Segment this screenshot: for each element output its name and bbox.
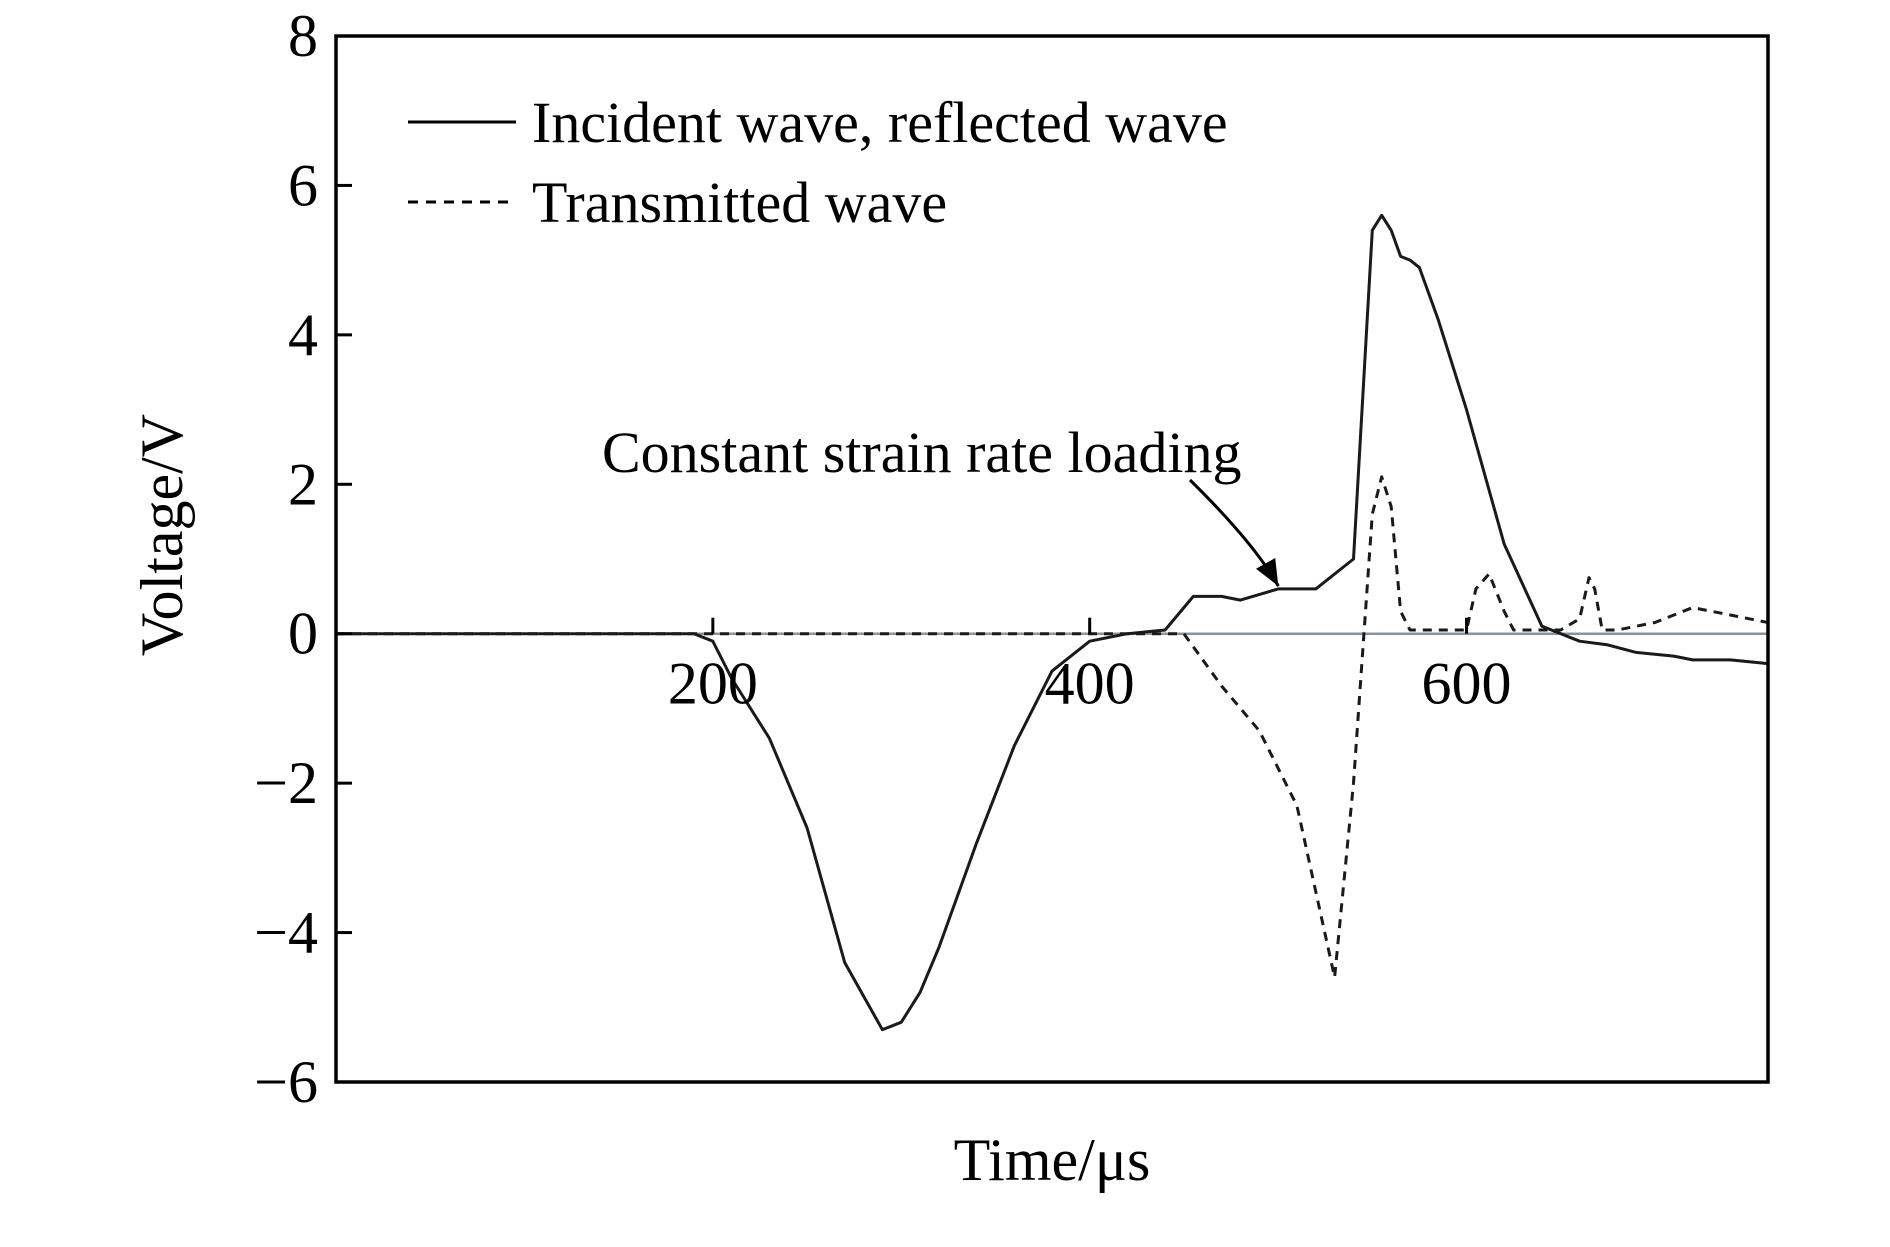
x-tick-label: 400 — [1045, 651, 1135, 717]
x-axis-label: Time/μs — [954, 1127, 1151, 1193]
y-tick-label: −2 — [254, 750, 318, 816]
y-tick-label: 8 — [288, 3, 318, 69]
annotation: Constant strain rate loading — [602, 420, 1280, 587]
series-line-transmitted — [336, 475, 1769, 979]
x-tick-label: 200 — [668, 651, 758, 717]
y-tick-label: −6 — [254, 1049, 318, 1115]
y-tick-label: 4 — [288, 302, 318, 368]
x-tick-label: 600 — [1422, 651, 1512, 717]
plot-frame — [334, 34, 1770, 1084]
series-layer — [336, 213, 1769, 1032]
annotation-arrowhead — [1256, 558, 1279, 587]
y-tick-label: 0 — [288, 601, 318, 667]
legend: Incident wave, reflected wave Transmitte… — [408, 90, 1228, 235]
y-axis-label: Voltage/V — [129, 414, 195, 656]
ticks-layer: −6 −4 −2 0 2 4 6 8 200 400 600 — [254, 3, 1511, 1115]
legend-label-incident-reflected: Incident wave, reflected wave — [532, 90, 1228, 155]
y-tick-label: 6 — [288, 152, 318, 218]
y-tick-label: −4 — [254, 900, 318, 966]
series-line-incident-reflected — [336, 213, 1769, 1032]
legend-label-transmitted: Transmitted wave — [532, 170, 947, 235]
y-tick-label: 2 — [288, 451, 318, 517]
annotation-text: Constant strain rate loading — [602, 420, 1241, 485]
